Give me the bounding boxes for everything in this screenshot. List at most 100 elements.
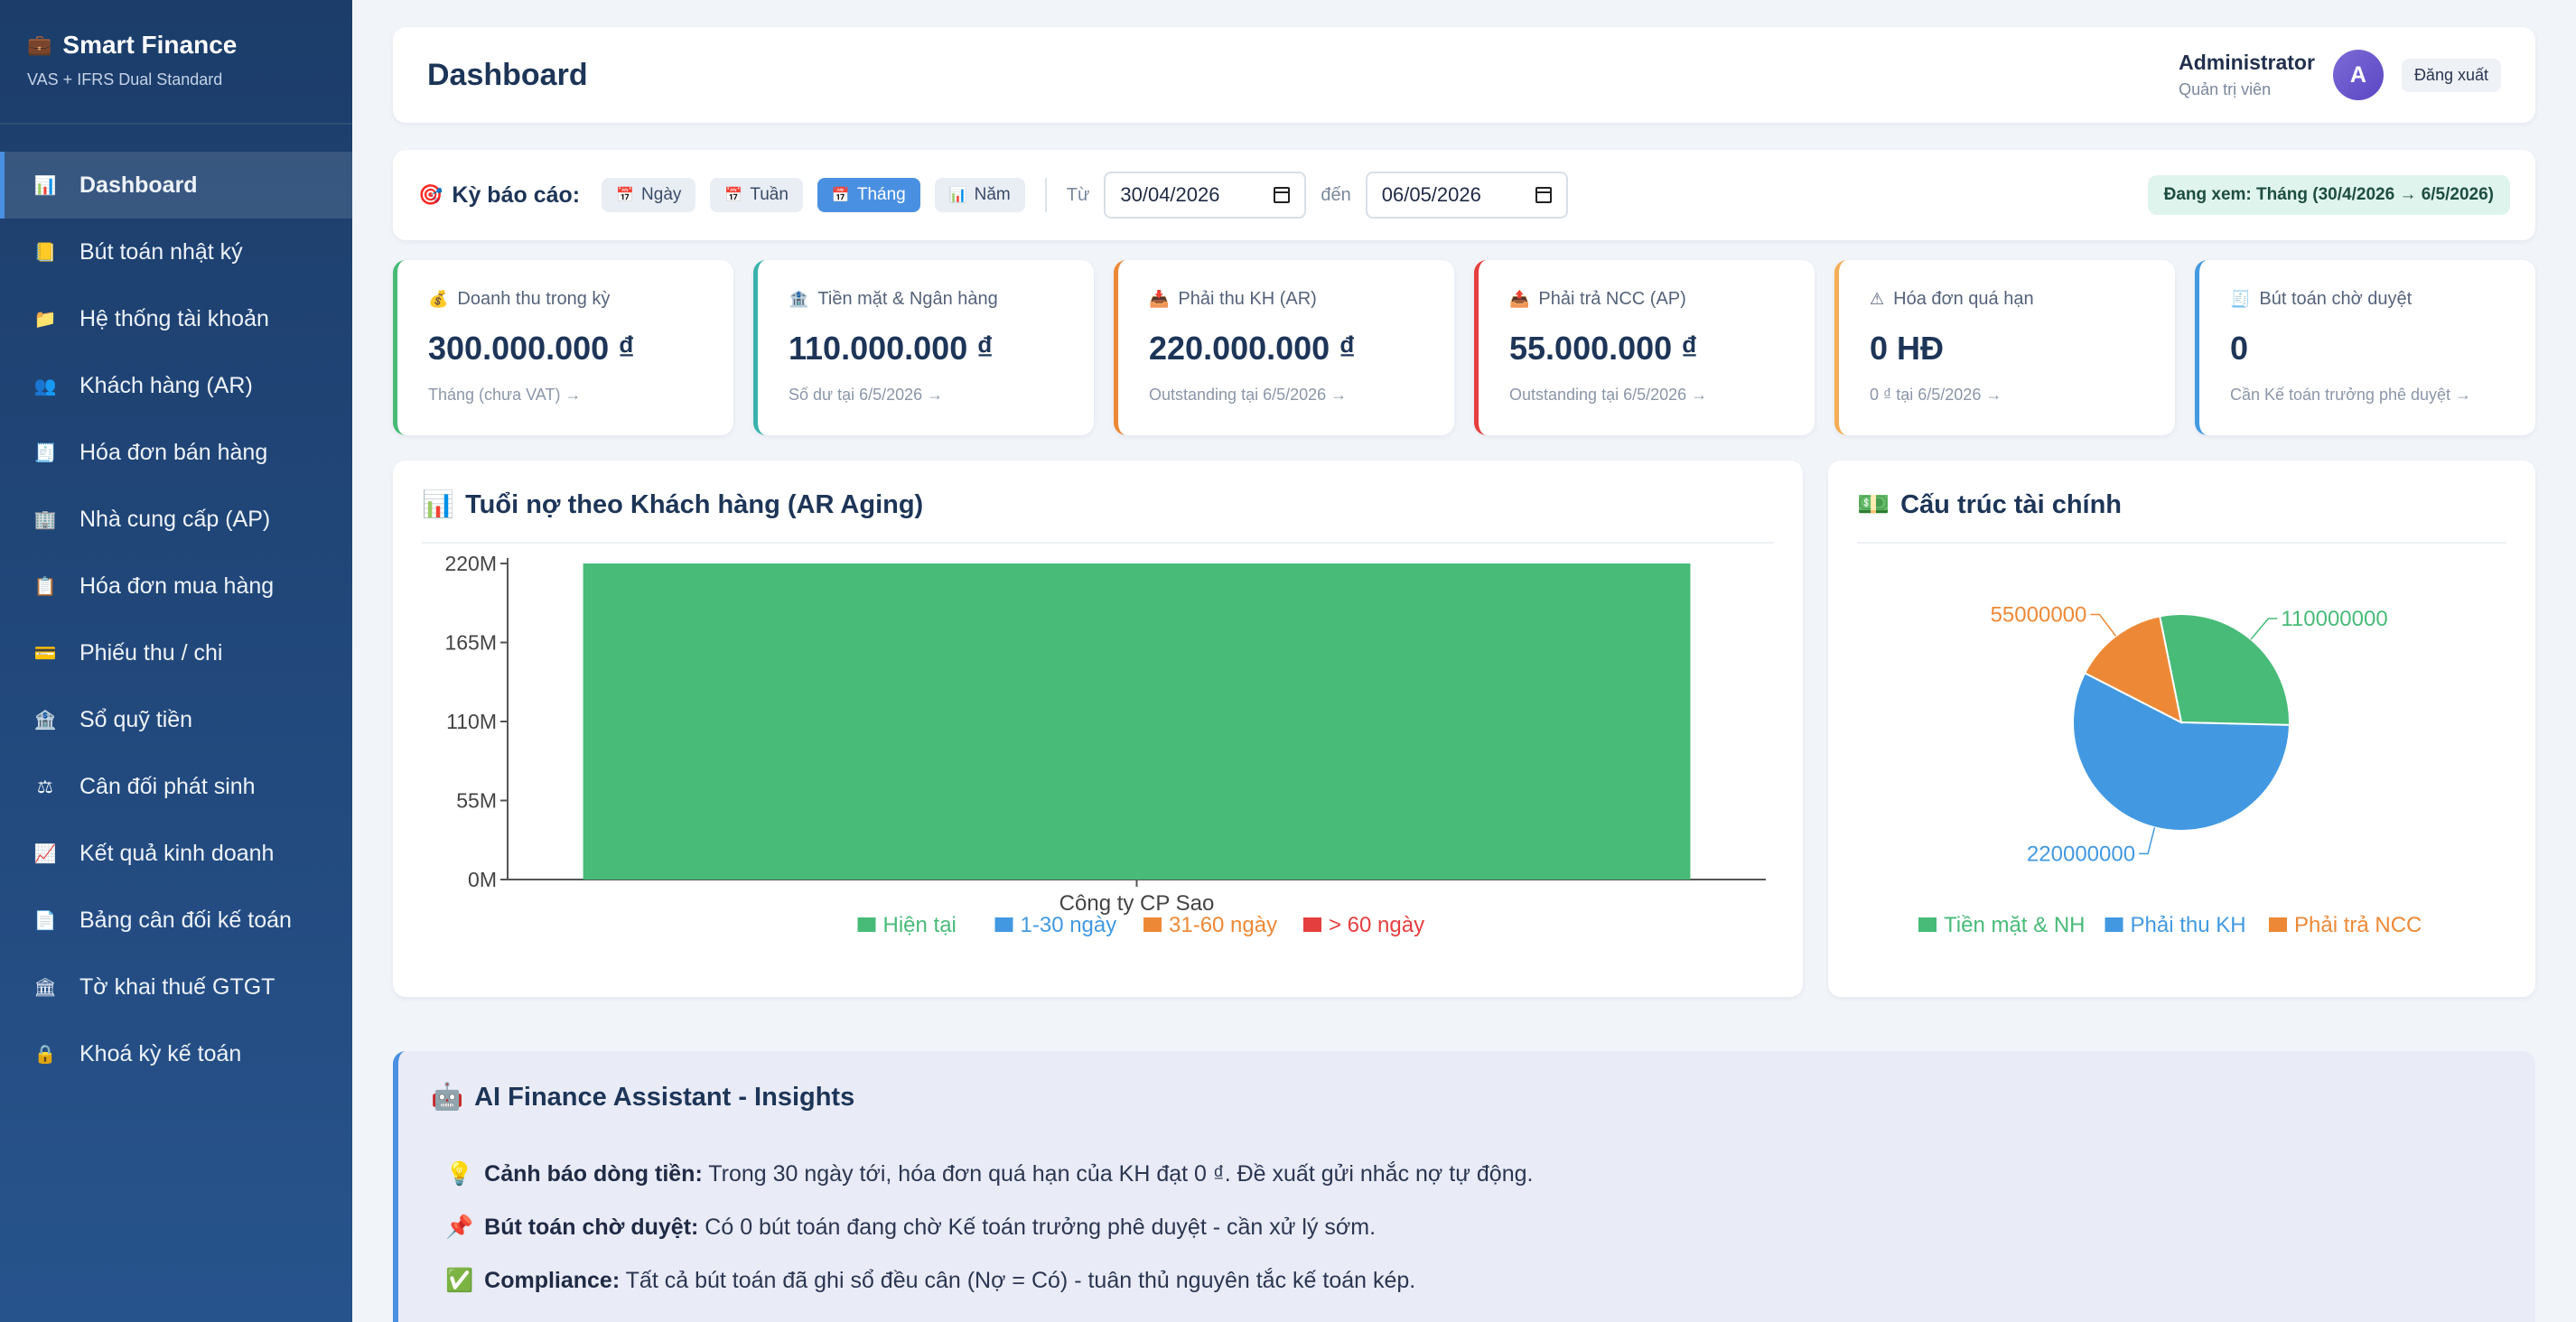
sidebar-item-government[interactable]: 🏛 Tờ khai thuế GTGT bbox=[0, 954, 352, 1020]
period-chip[interactable]: 📅 Ngày bbox=[602, 178, 696, 212]
pie-slice[interactable] bbox=[2158, 613, 2291, 726]
kpi-card[interactable]: 🧾 Bút toán chờ duyệt 0 Cần Kế toán trưởng p… bbox=[2195, 260, 2535, 435]
pie-slice-label: 220000000 bbox=[2027, 842, 2135, 866]
to-date-input[interactable]: 06/05/2026 bbox=[1365, 172, 1568, 219]
sidebar-item-label: Dashboard bbox=[79, 172, 198, 198]
financial-structure-title: 💵 Cấu trúc tài chính bbox=[1857, 461, 2506, 544]
card-icon: 💳 bbox=[33, 643, 57, 664]
kpi-card[interactable]: 🏦 Tiền mặt & Ngân hàng 110.000.000 ₫ Số dư … bbox=[753, 260, 1094, 435]
sidebar-item-folder[interactable]: 📁 Hệ thống tài khoản bbox=[0, 285, 352, 352]
divider bbox=[1044, 178, 1047, 212]
calendar-icon[interactable] bbox=[1274, 187, 1291, 203]
period-chip[interactable]: 📅 Tháng bbox=[817, 178, 920, 212]
financial-structure-chart: 110000000 220000000 55000000 Tiền mặt & NH P… bbox=[1918, 602, 2422, 937]
insight-heading: Cảnh báo dòng tiền: bbox=[484, 1161, 703, 1187]
kpi-card[interactable]: 📤 Phải trả NCC (AP) 55.000.000 ₫ Outstandin… bbox=[1474, 260, 1815, 435]
money-icon: 💵 bbox=[1857, 490, 1890, 519]
legend-swatch bbox=[994, 917, 1013, 932]
insight-heading: Bút toán chờ duyệt: bbox=[484, 1215, 699, 1240]
brand-title[interactable]: 💼 Smart Finance bbox=[27, 31, 325, 60]
kpi-label: ⚠ Hóa đơn quá hạn bbox=[1870, 289, 2144, 310]
user-box: Administrator Quản trị viên A Đăng xuất bbox=[2179, 50, 2501, 100]
legend-swatch bbox=[857, 917, 876, 932]
y-tick-label: 220M bbox=[444, 552, 497, 575]
sidebar-item-chart[interactable]: 📊 Dashboard bbox=[0, 152, 352, 219]
from-date-input[interactable]: 30/04/2026 bbox=[1104, 172, 1307, 219]
ai-insight-row: 📌 Bút toán chờ duyệt: Có 0 bút toán đang … bbox=[431, 1215, 2503, 1241]
insight-body: Trong 30 ngày tới, hóa đơn quá hạn của K… bbox=[702, 1161, 1534, 1187]
ai-insights-title-text: AI Finance Assistant - Insights bbox=[474, 1082, 855, 1112]
pie-slice[interactable] bbox=[2083, 615, 2183, 724]
kpi-card[interactable]: ⚠ Hóa đơn quá hạn 0 HĐ 0 ₫ tại 6/5/2026 → bbox=[1834, 260, 2175, 435]
sidebar-item-building[interactable]: 🏢 Nhà cung cấp (AP) bbox=[0, 486, 352, 553]
legend-swatch bbox=[1918, 917, 1937, 932]
financial-structure-card: 💵 Cấu trúc tài chính 110000000 220000000 5… bbox=[1828, 461, 2535, 997]
kpi-sub: Số dư tại 6/5/2026 → bbox=[789, 386, 944, 404]
sidebar-item-bank[interactable]: 🏦 Sổ quỹ tiền bbox=[0, 686, 352, 753]
legend-swatch bbox=[2105, 917, 2123, 932]
sidebar-item-receipt[interactable]: 📋 Hóa đơn mua hàng bbox=[0, 553, 352, 619]
sidebar-item-card[interactable]: 💳 Phiếu thu / chi bbox=[0, 619, 352, 686]
bar-Hiện tại[interactable] bbox=[583, 563, 1691, 880]
header: Dashboard Administrator Quản trị viên A … bbox=[393, 27, 2535, 123]
kpi-card[interactable]: 💰 Doanh thu trong kỳ 300.000.000 ₫ Tháng (c… bbox=[393, 260, 733, 435]
kpi-label-text: Hóa đơn quá hạn bbox=[1893, 289, 2034, 309]
legend-label[interactable]: > 60 ngày bbox=[1329, 913, 1424, 937]
insight-icon: ✅ bbox=[445, 1268, 474, 1293]
kpi-label-text: Bút toán chờ duyệt bbox=[2259, 289, 2413, 309]
kpi-row: 💰 Doanh thu trong kỳ 300.000.000 ₫ Tháng (c… bbox=[393, 260, 2535, 435]
kpi-label-text: Phải trả NCC (AP) bbox=[1538, 289, 1686, 309]
ai-insights-list: 💡 Cảnh báo dòng tiền: Trong 30 ngày tới, … bbox=[431, 1161, 2503, 1294]
sidebar-item-document[interactable]: 📄 Bảng cân đối kế toán bbox=[0, 887, 352, 954]
legend-label[interactable]: 1-30 ngày bbox=[1021, 913, 1117, 937]
user-name: Administrator bbox=[2179, 51, 2315, 74]
ar-aging-title-text: Tuổi nợ theo Khách hàng (AR Aging) bbox=[465, 489, 924, 519]
sidebar-item-trend[interactable]: 📈 Kết quả kinh doanh bbox=[0, 820, 352, 887]
legend-label[interactable]: Phải thu KH bbox=[2131, 913, 2246, 937]
period-chip[interactable]: 📅 Tuần bbox=[710, 178, 803, 212]
trend-icon: 📈 bbox=[33, 843, 57, 864]
legend-label[interactable]: Hiện tại bbox=[883, 913, 957, 937]
insight-body: Tất cả bút toán đã ghi sổ đều cân (Nợ = … bbox=[620, 1268, 1416, 1293]
from-date-value: 30/04/2026 bbox=[1120, 183, 1220, 206]
legend-label[interactable]: 31-60 ngày bbox=[1169, 913, 1277, 937]
insight-text: Bút toán chờ duyệt: Có 0 bút toán đang c… bbox=[484, 1215, 1376, 1241]
page-title: Dashboard bbox=[427, 57, 588, 92]
kpi-sub: 0 ₫ tại 6/5/2026 → bbox=[1870, 386, 2002, 404]
legend-label[interactable]: Tiền mặt & NH bbox=[1944, 913, 2085, 937]
document-icon: 📄 bbox=[33, 910, 57, 931]
ai-insight-row: ✅ Compliance: Tất cả bút toán đã ghi sổ đ… bbox=[431, 1268, 2503, 1294]
sidebar-item-ledger[interactable]: 📒 Bút toán nhật ký bbox=[0, 219, 352, 285]
sidebar-item-users[interactable]: 👥 Khách hàng (AR) bbox=[0, 352, 352, 419]
legend-label[interactable]: Phải trả NCC bbox=[2294, 913, 2422, 937]
kpi-label: 📥 Phải thu KH (AR) bbox=[1149, 289, 1423, 310]
period-chip[interactable]: 📊 Năm bbox=[934, 178, 1025, 212]
sidebar-nav: 📊 Dashboard 📒 Bút toán nhật ký 📁 Hệ thống tài… bbox=[0, 152, 352, 1087]
kpi-label-text: Tiền mặt & Ngân hàng bbox=[817, 289, 998, 309]
sidebar-item-scale[interactable]: ⚖ Cân đối phát sinh bbox=[0, 753, 352, 820]
period-chip-label: Năm bbox=[974, 185, 1011, 204]
building-icon: 🏢 bbox=[33, 509, 57, 530]
sidebar: 💼 Smart Finance VAS + IFRS Dual Standard… bbox=[0, 0, 352, 1322]
sidebar-item-label: Hệ thống tài khoản bbox=[79, 305, 269, 331]
sidebar-item-invoice[interactable]: 🧾 Hóa đơn bán hàng bbox=[0, 419, 352, 486]
logout-button[interactable]: Đăng xuất bbox=[2401, 58, 2501, 92]
chart-icon: 📊 bbox=[33, 175, 57, 196]
sidebar-item-label: Sổ quỹ tiền bbox=[79, 706, 193, 732]
avatar[interactable]: A bbox=[2332, 50, 2384, 100]
calendar-icon[interactable] bbox=[1535, 187, 1552, 203]
ar-aging-title: 📊 Tuổi nợ theo Khách hàng (AR Aging) bbox=[422, 461, 1774, 544]
sidebar-item-lock[interactable]: 🔒 Khoá kỳ kế toán bbox=[0, 1020, 352, 1087]
pie-leader-line bbox=[2139, 827, 2156, 855]
kpi-sub: Outstanding tại 6/5/2026 → bbox=[1149, 386, 1348, 404]
to-label: đến bbox=[1321, 184, 1351, 205]
period-chip-label: Tháng bbox=[856, 185, 906, 204]
calendar-icon: 📊 bbox=[948, 188, 967, 203]
briefcase-icon: 💼 bbox=[27, 33, 52, 56]
kpi-card[interactable]: 📥 Phải thu KH (AR) 220.000.000 ₫ Outstandin… bbox=[1114, 260, 1454, 435]
sidebar-item-label: Phiếu thu / chi bbox=[79, 639, 223, 666]
insight-body: Có 0 bút toán đang chờ Kế toán trưởng ph… bbox=[698, 1215, 1377, 1240]
calendar-icon: 📅 bbox=[616, 188, 635, 203]
to-date-value: 06/05/2026 bbox=[1381, 183, 1481, 206]
sidebar-item-label: Bảng cân đối kế toán bbox=[79, 907, 292, 933]
